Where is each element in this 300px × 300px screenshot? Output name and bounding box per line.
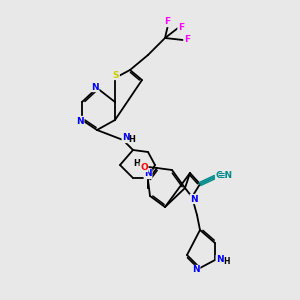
Text: H: H xyxy=(129,136,135,145)
Text: H: H xyxy=(134,160,140,169)
Text: N: N xyxy=(190,194,198,203)
Text: ≡N: ≡N xyxy=(218,172,232,181)
Text: N: N xyxy=(91,82,99,91)
Text: O: O xyxy=(140,163,148,172)
Text: S: S xyxy=(113,70,119,80)
Text: H: H xyxy=(223,257,229,266)
Text: N: N xyxy=(76,116,84,125)
Text: F: F xyxy=(164,17,170,26)
Text: F: F xyxy=(178,22,184,32)
Text: C: C xyxy=(216,172,222,181)
Text: N: N xyxy=(216,256,224,265)
Text: N: N xyxy=(144,169,152,178)
Text: F: F xyxy=(184,35,190,44)
Text: N: N xyxy=(192,266,200,274)
Text: N: N xyxy=(122,134,130,142)
